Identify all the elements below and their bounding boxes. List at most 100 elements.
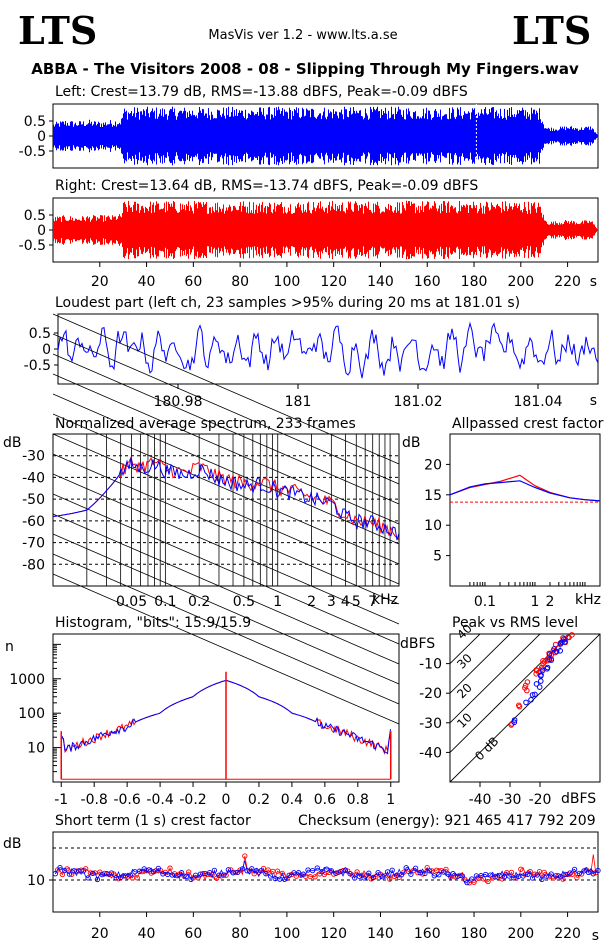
peak-vs-rms-title: Peak vs RMS level [452,615,578,631]
peakrms-ytick-label: -10 [419,657,442,673]
loudest-frame [57,313,599,385]
crest-point [487,872,494,878]
loudest-ytick-label: -0.5 [24,358,51,374]
left-waveform-trace [53,106,598,166]
peakrms-point [553,648,560,655]
spectrum-diagonal [52,313,400,465]
time-xtick-label: 80 [231,274,249,290]
spectrum-diagonal [52,373,400,525]
peakrms-xtick-label: -30 [499,792,522,808]
crest-point [422,870,428,877]
crest-point [57,864,63,871]
time-xtick-label: 220 [554,274,581,290]
spectrum-ytick-label: -60 [22,514,45,530]
crest-point [511,875,517,881]
crest-series-line [54,854,599,884]
right-waveform-trace [53,200,598,260]
spectrum-diagonal [52,533,400,685]
crest-point [263,871,269,877]
spectrum-title: Normalized average spectrum, 233 frames [55,416,356,432]
crest-point [450,871,456,877]
crest-point [518,866,524,872]
time-xtick-label: 100 [274,274,301,290]
crest-ylabel: dB [3,836,22,852]
spectrum-series-line [52,457,400,541]
crest-point [319,869,325,875]
spectrum-diagonal [52,393,400,545]
allpassed-ytick-label: 10 [424,518,442,534]
crest-point [267,873,274,879]
peakrms-point [524,687,530,694]
crest-point [562,871,568,878]
crest-point [366,870,372,876]
crest-point [352,875,358,881]
peak-rms-ylabel: dBFS [400,636,435,652]
allpassed-crest-title: Allpassed crest factor [452,416,604,432]
histogram-xtick-label: 0 [222,792,231,808]
crest-point [141,866,147,872]
peakrms-point [548,657,555,663]
spectrum-xtick-label: 0.5 [233,594,255,610]
loudest-xtick-label: 181.02 [394,394,443,410]
spectrum-ytick-label: -50 [22,492,45,508]
time-xtick-label: 120 [320,274,347,290]
histogram-ylabel: n [5,639,14,655]
histogram-xtick-label: -0.6 [113,792,140,808]
crest-point [118,874,124,881]
checksum-annotation: Checksum (energy): 921 465 417 792 209 [298,813,596,829]
spectrum-diagonal [52,513,400,665]
crest-point [62,867,68,874]
left-ytick-label: -0.5 [19,144,46,160]
peakrms-ytick-label: -40 [419,745,442,761]
allpassed-ytick-label: 20 [424,457,442,473]
crest-point [274,868,281,874]
spectrum-xtick-label: 0.2 [188,594,210,610]
crest-xtick-label: 120 [320,926,347,942]
peakrms-ytick-label: -20 [419,686,442,702]
loudest-part-xunit: s [590,393,597,409]
peakrms-ytick-label: -30 [419,716,442,732]
crest-point [244,868,250,874]
spectrum-series-line [52,455,400,541]
peakrms-point [528,697,534,703]
peakrms-point [511,719,518,726]
peakrms-point [557,648,564,654]
peakrms-point [533,681,540,687]
spectrum-diagonal [52,493,400,645]
histogram-xtick-label: 1 [386,792,395,808]
crest-point [167,865,173,871]
histogram-xtick-label: 0.6 [314,792,336,808]
spectrum-diagonal [52,413,400,565]
crest-point [134,875,140,881]
peakrms-point [541,659,548,665]
peakrms-point [561,639,568,645]
peakrms-diagonal [449,633,601,783]
allpassed-xtick-label: 2 [546,594,555,610]
peakrms-diagonal [449,633,571,753]
crest-point [314,865,320,871]
histogram-xtick-label: -0.4 [146,792,173,808]
crest-xtick-label: 20 [91,926,109,942]
crest-xtick-label: 100 [274,926,301,942]
crest-point [265,867,271,873]
crest-point [539,876,545,883]
crest-point [543,873,550,879]
spectrum-xtick-label: 1 [273,594,282,610]
crest-xtick-label: 40 [138,926,156,942]
right-waveform-title: Right: Crest=13.64 dB, RMS=-13.74 dBFS, … [55,178,478,194]
crest-xtick-label: 160 [414,926,441,942]
plots-layer: 0.50-0.50.50-0.520 40 60 80 100 120 140 160 180 2… [9,103,601,942]
peakrms-xtick-label: -40 [469,792,492,808]
peakrms-point [516,703,523,710]
time-xtick-label: 40 [138,274,156,290]
spectrum-ytick-label: -30 [22,449,45,465]
crest-point [412,865,419,871]
time-xtick-label: 20 [91,274,109,290]
crest-ytick-label: 10 [27,873,45,889]
peakrms-diagonal [449,633,511,694]
loudest-trace [57,321,599,379]
time-xtick-label: 140 [367,274,394,290]
crest-point [506,873,512,879]
crest-point [571,866,578,873]
peakrms-point [569,632,575,638]
